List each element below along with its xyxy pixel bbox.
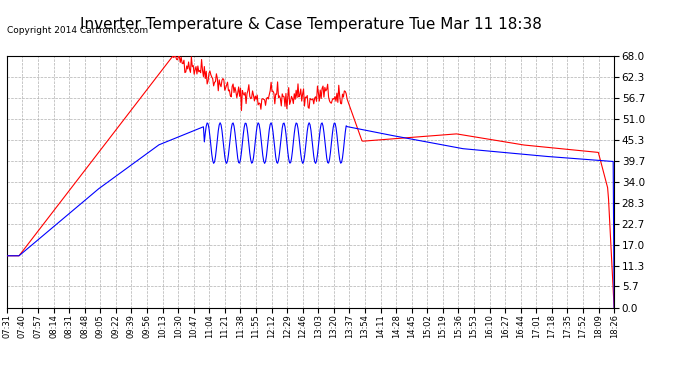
Text: Copyright 2014 Cartronics.com: Copyright 2014 Cartronics.com [7, 26, 148, 35]
Text: Inverter  (°C): Inverter (°C) [578, 26, 660, 36]
Text: Case  (°C): Case (°C) [466, 26, 524, 36]
Text: Inverter Temperature & Case Temperature Tue Mar 11 18:38: Inverter Temperature & Case Temperature … [79, 17, 542, 32]
